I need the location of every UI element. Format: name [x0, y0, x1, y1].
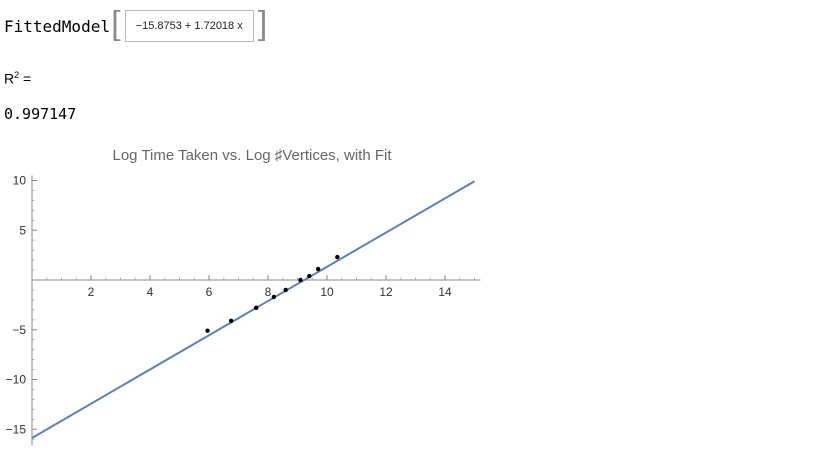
r-squared-base: R	[4, 70, 15, 87]
data-point-8	[335, 254, 340, 260]
x-tick-label-2: 2	[88, 285, 95, 299]
data-point-2	[254, 305, 259, 311]
fit-line-group	[31, 180, 476, 439]
x-tick-label-4: 4	[147, 285, 154, 299]
y-tick-label--10: −10	[6, 373, 27, 387]
chart-axes: 2 4 6 8 10 12 14 −15 −10 −5 5 10	[6, 174, 481, 446]
y-tick-label--5: −5	[12, 323, 26, 337]
r-squared-value: 0.997147	[4, 105, 77, 123]
r-squared-sup: 2	[14, 70, 20, 80]
data-point-3	[271, 294, 277, 300]
left-bracket: [	[110, 5, 123, 46]
data-point-7	[315, 266, 321, 272]
fitted-model-expression[interactable]: −15.8753 + 1.72018 x	[124, 10, 254, 42]
fitted-model-label: FittedModel	[4, 16, 110, 36]
x-tick-label-12: 12	[379, 285, 393, 299]
chart-title: Log Time Taken vs. Log ♯Vertices, with F…	[112, 147, 392, 164]
data-point-0	[205, 328, 210, 333]
r-squared-suffix: =	[19, 70, 32, 87]
log-time-chart: Log Time Taken vs. Log ♯Vertices, with F…	[6, 147, 481, 446]
fit-line	[31, 180, 476, 439]
data-point-1	[228, 318, 234, 323]
data-point-6	[307, 273, 312, 279]
x-tick-label-14: 14	[438, 285, 452, 299]
fitted-model-row: FittedModel [ −15.8753 + 1.72018 x ]	[4, 6, 268, 46]
r-squared-label: R2 =	[4, 70, 31, 87]
right-bracket: ]	[255, 5, 268, 46]
x-tick-label-8: 8	[265, 285, 272, 299]
y-tick-label-10: 10	[13, 174, 27, 188]
data-points	[205, 254, 340, 333]
data-point-4	[283, 287, 288, 293]
x-tick-label-10: 10	[320, 285, 334, 299]
y-tick-label--15: −15	[6, 422, 27, 436]
x-tick-label-6: 6	[206, 285, 213, 299]
data-point-5	[298, 277, 303, 283]
y-tick-label-5: 5	[19, 223, 26, 237]
